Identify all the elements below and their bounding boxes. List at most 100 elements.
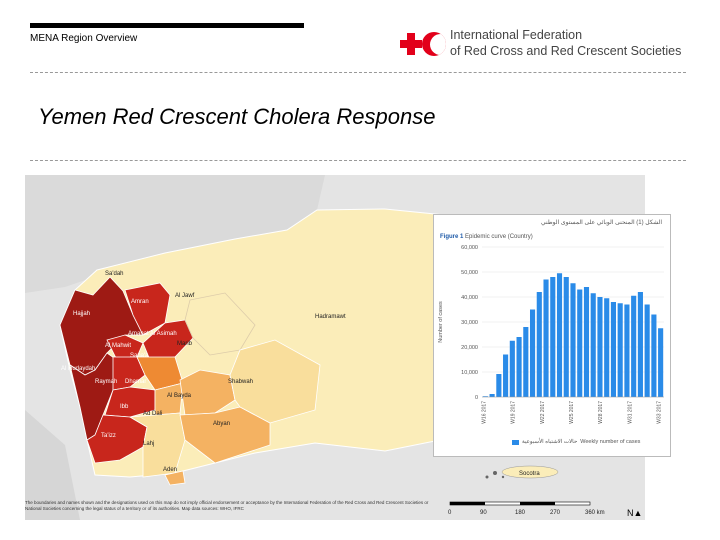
bar — [644, 304, 650, 397]
label-amanat: Amanat Al Asimah — [128, 331, 177, 337]
x-tick-label: W28 2017 — [598, 401, 604, 424]
bar — [651, 314, 657, 397]
bar — [583, 287, 590, 397]
bar — [523, 327, 529, 397]
scale-bar: 0 90 180 270 360 km — [448, 501, 605, 516]
epidemic-curve-chart: الشكل (1) المنحنى الوبائي على المستوى ال… — [433, 214, 671, 457]
x-tick-label: W33 2017 — [657, 401, 663, 424]
islet-3 — [501, 475, 505, 479]
bar — [482, 396, 488, 397]
label-al-hudaydah: Al Hudaydah — [61, 366, 95, 372]
ifrc-logo: International Federation of Red Cross an… — [398, 27, 688, 63]
label-shabwah: Shabwah — [228, 379, 253, 385]
red-cross-icon — [400, 33, 422, 55]
scale-label-0: 0 — [448, 510, 452, 516]
label-sadah: Sa'dah — [105, 271, 124, 277]
y-tick-label: 20,000 — [461, 345, 478, 351]
logo-text: International Federation of Red Cross an… — [450, 27, 681, 59]
label-ibb: Ibb — [120, 404, 129, 410]
x-tick-label: W22 2017 — [540, 401, 546, 424]
scale-seg-1 — [450, 502, 485, 505]
logo-line-1: International Federation — [450, 28, 583, 42]
legend-label: Weekly number of cases — [580, 439, 641, 445]
label-marib: Marib — [177, 341, 193, 347]
bar — [604, 298, 610, 397]
bar — [563, 277, 569, 397]
bar — [631, 295, 637, 397]
x-tick-label: W31 2017 — [627, 401, 633, 424]
label-raymah: Raymah — [95, 379, 117, 385]
page-title: Yemen Red Crescent Cholera Response — [38, 104, 436, 129]
saudi-arabia-land — [25, 175, 325, 293]
label-hajjah: Hajjah — [73, 311, 90, 317]
scale-seg-3 — [520, 502, 555, 505]
islet-2 — [485, 475, 489, 479]
scale-label-90: 90 — [480, 510, 487, 516]
islet-1 — [493, 471, 497, 475]
region-aden — [164, 470, 186, 486]
chart-plot: 0 10,000 20,000 30,000 40,000 50,000 60,000 Num… — [438, 245, 664, 424]
x-tick-label: W16 2017 — [481, 401, 487, 424]
bar — [496, 374, 502, 397]
bar — [658, 328, 664, 397]
scale-label-270: 270 — [550, 510, 561, 516]
y-tick-label: 40,000 — [461, 295, 478, 301]
bar — [516, 337, 522, 397]
label-al-mahwit: Al Mahwit — [105, 343, 131, 349]
bar — [610, 302, 617, 397]
y-tick-label: 60,000 — [461, 245, 478, 251]
y-tick-label: 50,000 — [461, 270, 478, 276]
header-rule — [30, 23, 304, 28]
label-abyan: Abyan — [213, 421, 230, 427]
y-tick-label: 30,000 — [461, 320, 478, 326]
chart-legend: حالات الاشتباه الأسبوعية Weekly number o… — [512, 439, 640, 445]
legend-label-arabic: حالات الاشتباه الأسبوعية — [522, 439, 578, 445]
bar — [536, 292, 542, 397]
scale-label-180: 180 — [515, 510, 526, 516]
north-arrow-icon: N▲ — [627, 508, 643, 518]
bar — [503, 354, 509, 397]
chart-figure-label: Figure 1 — [440, 234, 464, 240]
y-tick-label: 0 — [475, 395, 478, 401]
y-tick-label: 10,000 — [461, 370, 478, 376]
bar — [617, 303, 623, 397]
region-shabwah — [229, 339, 321, 424]
bar — [556, 273, 563, 397]
red-crescent-icon — [422, 32, 446, 56]
label-aden: Aden — [163, 467, 177, 473]
label-taizz: Ta'izz — [101, 433, 116, 439]
bar — [550, 277, 556, 397]
x-tick-label: W19 2017 — [511, 401, 517, 424]
label-hadramawt: Hadramawt — [315, 314, 346, 320]
horn-of-africa-land — [25, 410, 80, 520]
map-credit: The boundaries and names shown and the d… — [25, 500, 429, 511]
y-axis-label: Number of cases — [438, 301, 444, 343]
region-label: MENA Region Overview — [30, 33, 138, 44]
chart-subtitle: Epidemic curve (Country) — [465, 234, 533, 240]
x-tick-label: W25 2017 — [569, 401, 575, 424]
chart-title-arabic: الشكل (1) المنحنى الوبائي على المستوى ال… — [541, 220, 662, 226]
bar — [637, 292, 643, 397]
bar — [543, 279, 549, 397]
socotra-island — [501, 465, 559, 479]
legend-swatch — [512, 439, 519, 445]
region-marib — [184, 292, 256, 356]
label-socotra: Socotra — [519, 471, 540, 477]
bar — [489, 394, 495, 397]
divider-top — [30, 72, 686, 73]
bar — [577, 289, 583, 397]
label-amran: Amran — [131, 299, 149, 305]
chart-figure-caption: Figure 1 Epidemic curve (Country) — [440, 234, 533, 240]
region-abyan — [179, 406, 271, 464]
label-al-bayda: Al Bayda — [167, 393, 192, 399]
label-lahj: Lahj — [143, 441, 154, 447]
north-label: N — [627, 508, 634, 518]
divider-bottom — [30, 160, 686, 161]
region-raymah — [112, 356, 146, 391]
scale-label-360: 360 km — [585, 510, 605, 516]
label-ad-dali: Ad Dali — [143, 411, 162, 417]
bar — [529, 309, 536, 397]
bar — [624, 304, 630, 397]
bar — [570, 283, 576, 397]
bar — [590, 293, 596, 397]
